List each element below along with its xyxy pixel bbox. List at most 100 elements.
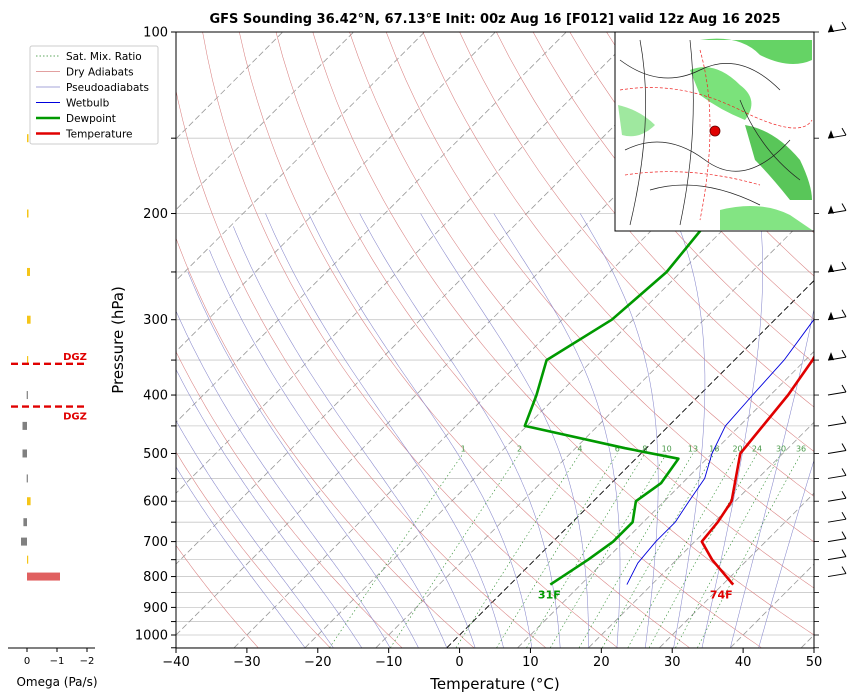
dry-adiabat-line: [349, 32, 814, 589]
omega-tick-label: 0: [24, 656, 30, 667]
y-tick-label: 100: [143, 26, 168, 41]
mixing-ratio-label: 36: [796, 444, 806, 453]
omega-bar: [26, 391, 28, 400]
mixing-ratio-label: 24: [752, 444, 762, 453]
y-tick-label: 800: [143, 570, 168, 585]
wind-barb-icon: [827, 538, 847, 543]
mixing-ratio-line: [602, 453, 715, 648]
dry-adiabat-line: [312, 32, 814, 636]
isotherm-line: [176, 32, 709, 565]
legend-entry: Dry Adiabats: [66, 67, 134, 79]
wind-barb-flag: [841, 531, 847, 539]
isotherm-line: [176, 32, 425, 282]
pseudoadiabat-line: [187, 271, 419, 648]
dry-adiabat-line: [176, 544, 259, 648]
pseudoadiabat-line: [308, 213, 533, 648]
mixing-ratio-label: 30: [776, 444, 786, 453]
legend-entry: Temperature: [65, 129, 133, 141]
mixing-ratio-label: 10: [662, 444, 672, 453]
dry-adiabat-line: [827, 32, 858, 648]
omega-panel: 0 −1 −2 DGZ DGZ: [8, 134, 95, 667]
pseudoadiabat-line: [176, 310, 391, 648]
wind-barb-icon: [827, 556, 847, 561]
omega-bar: [26, 474, 28, 483]
wetbulb-series-line: [626, 317, 814, 585]
pseudoadiabat-line: [209, 249, 448, 648]
dry-adiabat-line: [239, 32, 690, 648]
x-tick-label: 30: [664, 655, 681, 670]
dry-adiabat-line: [176, 237, 475, 648]
chart-title: GFS Sounding 36.42°N, 67.13°E Init: 00z …: [209, 12, 780, 27]
isotherm-line: [659, 492, 814, 648]
wind-barb-flag: [841, 468, 847, 476]
grid-layer: 1 2 4 6 8 10 13 16 20 24 30 36: [176, 32, 858, 648]
wind-barb-icon: [827, 474, 847, 479]
wind-pennant-icon: [828, 24, 834, 32]
pseudoadiabat-line: [758, 459, 814, 648]
dry-adiabat-line: [569, 32, 814, 320]
dry-adiabat-line: [459, 32, 814, 452]
axes-layer: −40 −30 −20 −10 0 10 20 30 40 50 100 200 300 400 500 60…: [135, 26, 822, 671]
isotherm-line: [588, 421, 814, 648]
mixing-ratio-line: [550, 453, 667, 648]
pseudoadiabat-line: [673, 213, 706, 648]
wind-barb-icon: [827, 573, 847, 578]
dewpoint-series-line: [523, 113, 814, 586]
location-marker-icon: [709, 125, 721, 137]
y-tick-label: 200: [143, 207, 168, 222]
omega-bar: [27, 209, 29, 218]
wind-barb-flag: [841, 549, 847, 557]
series-layer: 74F 31F: [523, 113, 814, 602]
x-tick-label: 50: [806, 655, 823, 670]
mixing-ratio-line: [390, 453, 520, 648]
pseudoadiabat-line: [233, 226, 476, 648]
dry-adiabat-line: [275, 32, 762, 648]
omega-bar: [22, 421, 27, 430]
wind-pennant-icon: [828, 311, 834, 320]
wind-barb-icon: [827, 391, 847, 396]
legend: Sat. Mix. Ratio Dry Adiabats Pseudoadiabat…: [29, 45, 159, 145]
isotherm-line: [176, 32, 567, 423]
omega-tick-label: −1: [50, 656, 65, 667]
omega-bar: [27, 572, 60, 581]
y-tick-label: 500: [143, 447, 168, 462]
isotherm-line: [176, 32, 284, 140]
wind-barb-icon: [827, 518, 847, 523]
legend-entry: Sat. Mix. Ratio: [66, 51, 142, 63]
freezing-isotherm: [446, 279, 814, 648]
mixing-ratio-line: [329, 453, 464, 648]
pseudoadiabat-line: [730, 307, 814, 648]
y-tick-label: 400: [143, 389, 168, 404]
x-tick-label: −40: [162, 655, 189, 670]
dry-adiabat-line: [202, 32, 618, 648]
isotherm-line: [176, 32, 496, 353]
omega-bar: [27, 555, 29, 564]
legend-entry: Wetbulb: [66, 98, 110, 110]
isotherm-line: [176, 32, 638, 494]
wind-barb-flag: [841, 511, 847, 520]
legend-entry: Pseudoadiabats: [66, 82, 149, 94]
surface-dewpoint-label: 31F: [538, 589, 561, 602]
wind-barb-icon: [827, 497, 847, 502]
omega-bar: [23, 518, 27, 527]
y-axis-label: Pressure (hPa): [109, 286, 127, 394]
pseudoadiabat-line: [176, 419, 334, 648]
mixing-ratio-label: 1: [461, 444, 466, 453]
wind-barb-flag: [841, 384, 847, 393]
y-tick-label: 300: [143, 313, 168, 328]
mixing-ratio-label: 6: [615, 444, 620, 453]
dry-adiabat-line: [496, 32, 814, 408]
wind-pennant-icon: [828, 263, 834, 272]
omega-bar: [27, 267, 30, 276]
wind-barb-icon: [827, 449, 847, 454]
dry-adiabat-line: [385, 32, 814, 543]
inset-map: [614, 31, 815, 232]
isotherm-line: [304, 138, 814, 648]
mixing-ratio-label: 2: [517, 444, 522, 453]
x-tick-label: −30: [233, 655, 260, 670]
omega-bar: [27, 315, 31, 324]
wind-pennant-icon: [828, 130, 834, 139]
pseudoadiabat-line: [265, 213, 504, 648]
dry-adiabat-line: [176, 89, 546, 648]
